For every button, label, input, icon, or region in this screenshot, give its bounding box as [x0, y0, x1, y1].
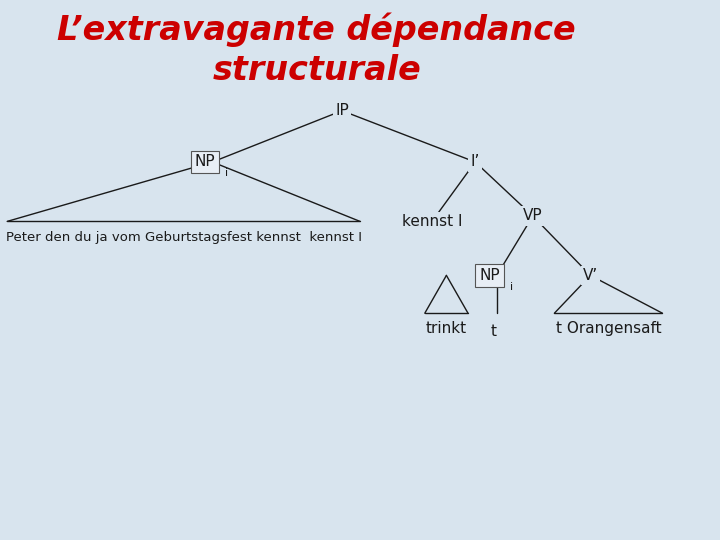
Text: V’: V’ — [582, 268, 598, 283]
Text: i: i — [225, 168, 228, 179]
Text: t Orangensaft: t Orangensaft — [556, 321, 661, 336]
Text: L’extravagante dépendance: L’extravagante dépendance — [58, 12, 576, 47]
Text: kennst I: kennst I — [402, 214, 462, 229]
Text: structurale: structurale — [212, 53, 421, 87]
Text: i: i — [510, 282, 513, 292]
Text: IP: IP — [335, 103, 349, 118]
Text: I’: I’ — [470, 154, 480, 170]
Text: NP: NP — [480, 268, 500, 283]
Text: NP: NP — [195, 154, 215, 170]
Text: Peter den du ja vom Geburtstagsfest kennst  kennst I: Peter den du ja vom Geburtstagsfest kenn… — [6, 231, 361, 244]
Text: VP: VP — [523, 208, 543, 224]
Text: t: t — [490, 324, 496, 339]
Text: trinkt: trinkt — [426, 321, 467, 336]
